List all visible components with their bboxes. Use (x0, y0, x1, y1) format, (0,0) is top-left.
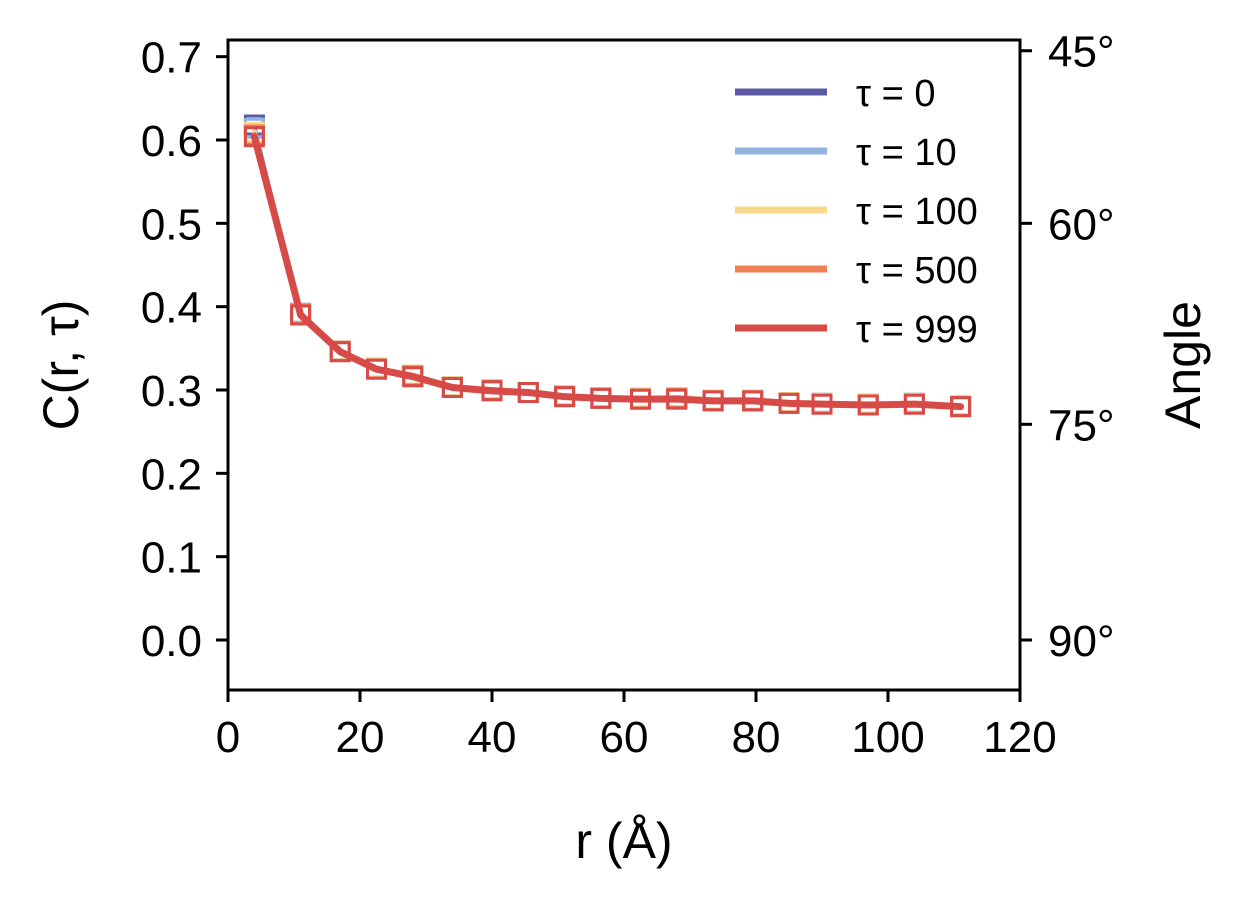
series-4 (243, 126, 972, 418)
y-tick-label: 0.5 (141, 200, 202, 249)
data-point (481, 380, 503, 402)
legend-label: τ = 0 (856, 73, 935, 115)
data-point (590, 387, 612, 409)
data-point (903, 393, 925, 415)
data-point (630, 388, 651, 410)
data-point (554, 386, 576, 408)
series-layer (243, 114, 972, 418)
data-point (811, 393, 833, 415)
data-point (517, 382, 539, 403)
y2-tick-label: 60° (1048, 200, 1115, 249)
y-tick-label: 0.2 (141, 450, 202, 499)
x-axis-title: r (Å) (575, 813, 672, 869)
y-axis: 0.0 0.1 0.2 0.3 0.4 0.5 0.6 0.7 (141, 34, 228, 666)
data-point (329, 341, 351, 363)
data-point (702, 390, 724, 412)
series-line (251, 132, 964, 410)
data-point (366, 358, 387, 380)
data-point (778, 392, 800, 414)
data-point (402, 366, 424, 388)
y2-axis-angle: 45° 60° 75° 90° (1020, 28, 1115, 666)
x-tick-label: 80 (732, 713, 781, 762)
x-tick-label: 20 (336, 713, 385, 762)
y2-tick-label: 45° (1048, 28, 1115, 77)
x-tick-label: 60 (600, 713, 649, 762)
legend-label: τ = 10 (856, 132, 957, 174)
y-tick-label: 0.1 (141, 534, 202, 583)
y-tick-label: 0.0 (141, 617, 202, 666)
data-point (950, 396, 972, 418)
y-axis-title: C(r, τ) (33, 300, 89, 431)
legend-label: τ = 999 (856, 309, 978, 351)
legend: τ = 0 τ = 10 τ = 100 τ = 500 τ = 999 (735, 73, 978, 351)
data-point (441, 377, 463, 398)
y2-axis-title: Angle (1155, 301, 1211, 429)
data-point (857, 394, 879, 416)
legend-label: τ = 500 (856, 250, 978, 292)
x-tick-label: 40 (468, 713, 517, 762)
y2-tick-label: 75° (1048, 401, 1115, 450)
y2-tick-label: 90° (1048, 617, 1115, 666)
data-point (243, 126, 265, 148)
data-point (742, 390, 764, 412)
data-point (290, 304, 312, 326)
y-tick-label: 0.4 (141, 284, 202, 333)
data-point (666, 388, 688, 410)
x-tick-label: 120 (983, 713, 1056, 762)
x-axis: 0 20 40 60 80 100 120 (216, 690, 1057, 762)
y-tick-label: 0.6 (141, 117, 202, 166)
y-tick-label: 0.7 (141, 34, 202, 83)
x-tick-label: 0 (216, 713, 240, 762)
series-line (250, 133, 965, 411)
legend-label: τ = 100 (856, 191, 978, 233)
x-tick-label: 100 (851, 713, 924, 762)
y-tick-label: 0.3 (141, 367, 202, 416)
